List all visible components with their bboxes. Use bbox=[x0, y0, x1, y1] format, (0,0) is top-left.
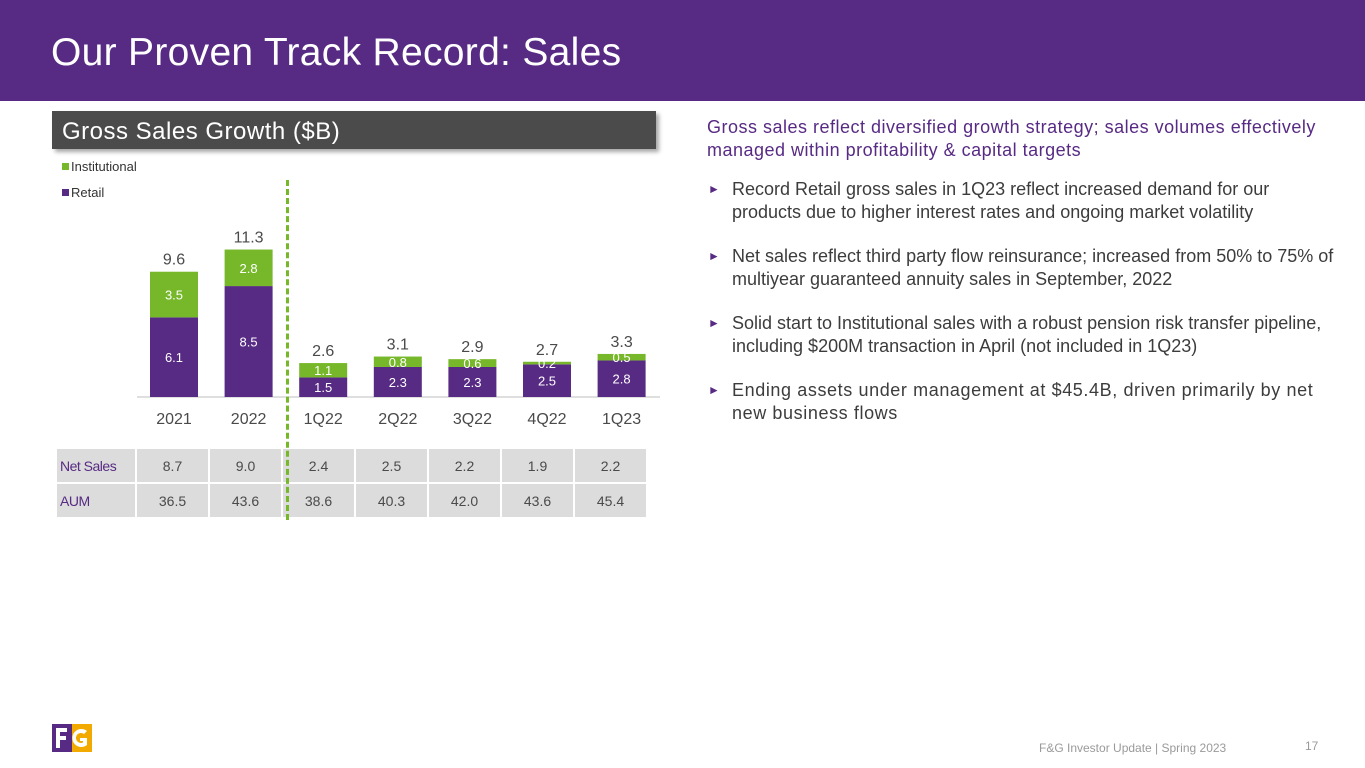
data-label-institutional: 0.5 bbox=[613, 350, 631, 365]
bar-institutional bbox=[224, 249, 273, 287]
bar-retail bbox=[224, 286, 273, 397]
row-label-net-sales: Net Sales bbox=[55, 447, 137, 484]
x-tick-label: 2Q22 bbox=[378, 411, 417, 428]
bullet-text: Net sales reflect third party flow reins… bbox=[732, 246, 1334, 289]
data-label-institutional: 0.6 bbox=[463, 356, 481, 371]
x-tick-label: 2022 bbox=[231, 411, 267, 428]
data-label-total: 3.1 bbox=[387, 337, 409, 354]
bullet-arrow-icon: ► bbox=[708, 383, 721, 397]
bullet-text: Ending assets under management at $45.4B… bbox=[732, 380, 1314, 423]
bullet-item: ► Net sales reflect third party flow rein… bbox=[707, 245, 1337, 291]
bullet-text: Solid start to Institutional sales with … bbox=[732, 313, 1322, 356]
data-label-total: 2.9 bbox=[461, 339, 483, 356]
table-cell: 43.6 bbox=[208, 482, 283, 519]
data-label-institutional: 1.1 bbox=[314, 363, 332, 378]
fg-logo-icon bbox=[52, 724, 92, 752]
legend-label-institutional: Institutional bbox=[71, 159, 137, 174]
data-label-retail: 2.3 bbox=[463, 375, 481, 390]
bar-institutional bbox=[373, 356, 422, 367]
commentary-panel: Gross sales reflect diversified growth s… bbox=[707, 116, 1337, 446]
sales-bar-chart: 6.1 3.5 9.6 2021 8.5 2.8 11.3 2022 1.5 1.1 2.6 1Q22… bbox=[137, 230, 660, 428]
data-label-retail: 8.5 bbox=[240, 335, 258, 350]
table-cell: 2.5 bbox=[354, 447, 429, 484]
x-tick-label: 3Q22 bbox=[453, 411, 492, 428]
commentary-summary: Gross sales reflect diversified growth s… bbox=[707, 117, 1316, 160]
page-title: Our Proven Track Record: Sales bbox=[51, 31, 622, 74]
table-cell: 2.4 bbox=[281, 447, 356, 484]
annual-quarterly-divider bbox=[286, 180, 289, 520]
bullet-item: ► Solid start to Institutional sales with… bbox=[707, 312, 1337, 358]
table-cell: 40.3 bbox=[354, 482, 429, 519]
table-cell: 9.0 bbox=[208, 447, 283, 484]
table-cell: 45.4 bbox=[573, 482, 648, 519]
data-label-retail: 2.5 bbox=[538, 374, 556, 389]
data-label-retail: 6.1 bbox=[165, 350, 183, 365]
page-number: 17 bbox=[1305, 739, 1319, 753]
legend-swatch-institutional bbox=[62, 163, 69, 170]
bar-retail bbox=[523, 364, 571, 397]
data-label-retail: 2.8 bbox=[613, 372, 631, 387]
bar-institutional bbox=[597, 353, 646, 361]
x-tick-label: 1Q23 bbox=[602, 411, 641, 428]
x-tick-label: 1Q22 bbox=[304, 411, 343, 428]
bullet-arrow-icon: ► bbox=[708, 316, 720, 330]
data-label-total: 11.3 bbox=[234, 230, 264, 247]
bar-retail bbox=[150, 317, 198, 397]
legend-label-retail: Retail bbox=[71, 185, 105, 200]
bullet-list: ► Record Retail gross sales in 1Q23 refle… bbox=[707, 178, 1337, 425]
table-cell: 36.5 bbox=[135, 482, 210, 519]
bar-institutional bbox=[523, 361, 571, 365]
section-title: Gross Sales Growth ($B) bbox=[62, 118, 341, 145]
table-cell: 42.0 bbox=[427, 482, 502, 519]
data-label-retail: 1.5 bbox=[314, 380, 332, 395]
table-row-net-sales: Net Sales 8.7 9.0 2.4 2.5 2.2 1.9 2.2 bbox=[55, 447, 648, 484]
header-bar: Our Proven Track Record: Sales bbox=[0, 0, 1365, 101]
bullet-arrow-icon: ► bbox=[708, 249, 720, 263]
bullet-arrow-icon: ► bbox=[708, 182, 720, 196]
data-label-total: 9.6 bbox=[163, 252, 185, 269]
bullet-item: ► Ending assets under management at $45.4… bbox=[707, 379, 1337, 425]
data-label-total: 3.3 bbox=[610, 334, 632, 351]
section-header: Gross Sales Growth ($B) bbox=[52, 111, 656, 149]
data-label-institutional: 0.2 bbox=[538, 356, 556, 371]
data-label-institutional: 2.8 bbox=[240, 261, 258, 276]
legend-swatch-retail bbox=[62, 189, 69, 196]
data-label-total: 2.6 bbox=[312, 343, 334, 360]
x-tick-label: 4Q22 bbox=[527, 411, 566, 428]
bar-retail bbox=[448, 366, 497, 397]
table-cell: 8.7 bbox=[135, 447, 210, 484]
bar-institutional bbox=[150, 271, 198, 318]
data-label-retail: 2.3 bbox=[389, 375, 407, 390]
row-label-aum: AUM bbox=[55, 482, 137, 519]
table-row-aum: AUM 36.5 43.6 38.6 40.3 42.0 43.6 45.4 bbox=[55, 482, 648, 519]
bar-retail bbox=[373, 366, 422, 397]
x-tick-label: 2021 bbox=[156, 411, 192, 428]
legend-item-institutional: Institutional bbox=[62, 159, 137, 174]
bullet-item: ► Record Retail gross sales in 1Q23 refle… bbox=[707, 178, 1337, 224]
bar-institutional bbox=[299, 363, 348, 378]
table-cell: 2.2 bbox=[573, 447, 648, 484]
table-cell: 43.6 bbox=[500, 482, 575, 519]
bar-retail bbox=[299, 377, 348, 397]
data-label-institutional: 3.5 bbox=[165, 288, 183, 303]
table-cell: 2.2 bbox=[427, 447, 502, 484]
table-cell: 1.9 bbox=[500, 447, 575, 484]
data-label-total: 2.7 bbox=[536, 342, 558, 359]
bar-institutional bbox=[448, 359, 497, 367]
footer-text: F&G Investor Update | Spring 2023 bbox=[1039, 741, 1227, 755]
stats-table: Net Sales 8.7 9.0 2.4 2.5 2.2 1.9 2.2 AU… bbox=[55, 447, 648, 519]
bar-retail bbox=[597, 360, 646, 397]
table-cell: 38.6 bbox=[281, 482, 356, 519]
bullet-text: Record Retail gross sales in 1Q23 reflec… bbox=[732, 179, 1270, 222]
data-label-institutional: 0.8 bbox=[389, 355, 407, 370]
legend-item-retail: Retail bbox=[62, 185, 104, 200]
